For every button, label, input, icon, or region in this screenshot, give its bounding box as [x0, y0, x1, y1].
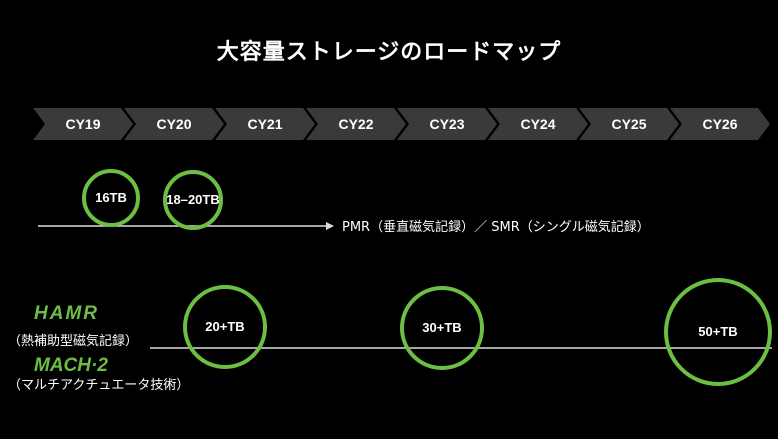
pmr-label: PMR（垂直磁気記録）／ SMR（シングル磁気記録） — [342, 219, 650, 235]
year-chevron — [488, 108, 588, 140]
slide-title: 大容量ストレージのロードマップ — [216, 40, 562, 65]
year-label: CY25 — [611, 116, 646, 132]
year-label: CY22 — [338, 116, 373, 132]
year-chevron — [124, 108, 224, 140]
milestone-circle — [82, 169, 140, 227]
year-chevron — [579, 108, 679, 140]
year-label: CY20 — [156, 116, 191, 132]
year-label: CY21 — [247, 116, 282, 132]
mach2-logo: MACH·2 — [34, 355, 108, 376]
mach2-label: （マルチアクチュエータ技術） — [8, 378, 189, 393]
hamr-logo: HAMR — [34, 303, 99, 324]
milestone-capacity: 16TB — [95, 190, 127, 205]
milestone-circle — [400, 286, 484, 370]
year-label: CY23 — [429, 116, 464, 132]
milestone-circle — [183, 285, 267, 369]
milestone-capacity: 20+TB — [205, 319, 244, 334]
year-chevron — [397, 108, 497, 140]
milestone-capacity: 50+TB — [698, 324, 737, 339]
year-label: CY19 — [65, 116, 100, 132]
year-chevron — [215, 108, 315, 140]
year-chevron — [670, 108, 770, 140]
milestone-circle — [664, 278, 772, 386]
year-chevron — [33, 108, 133, 140]
milestone-capacity: 30+TB — [422, 320, 461, 335]
year-label: CY24 — [520, 116, 555, 132]
pmr-arrow-head — [326, 222, 334, 230]
milestone-circle — [163, 170, 223, 230]
hamr-label: （熱補助型磁気記録） — [8, 333, 138, 349]
year-chevron — [306, 108, 406, 140]
milestone-capacity: 18–20TB — [166, 192, 219, 207]
year-label: CY26 — [702, 116, 737, 132]
